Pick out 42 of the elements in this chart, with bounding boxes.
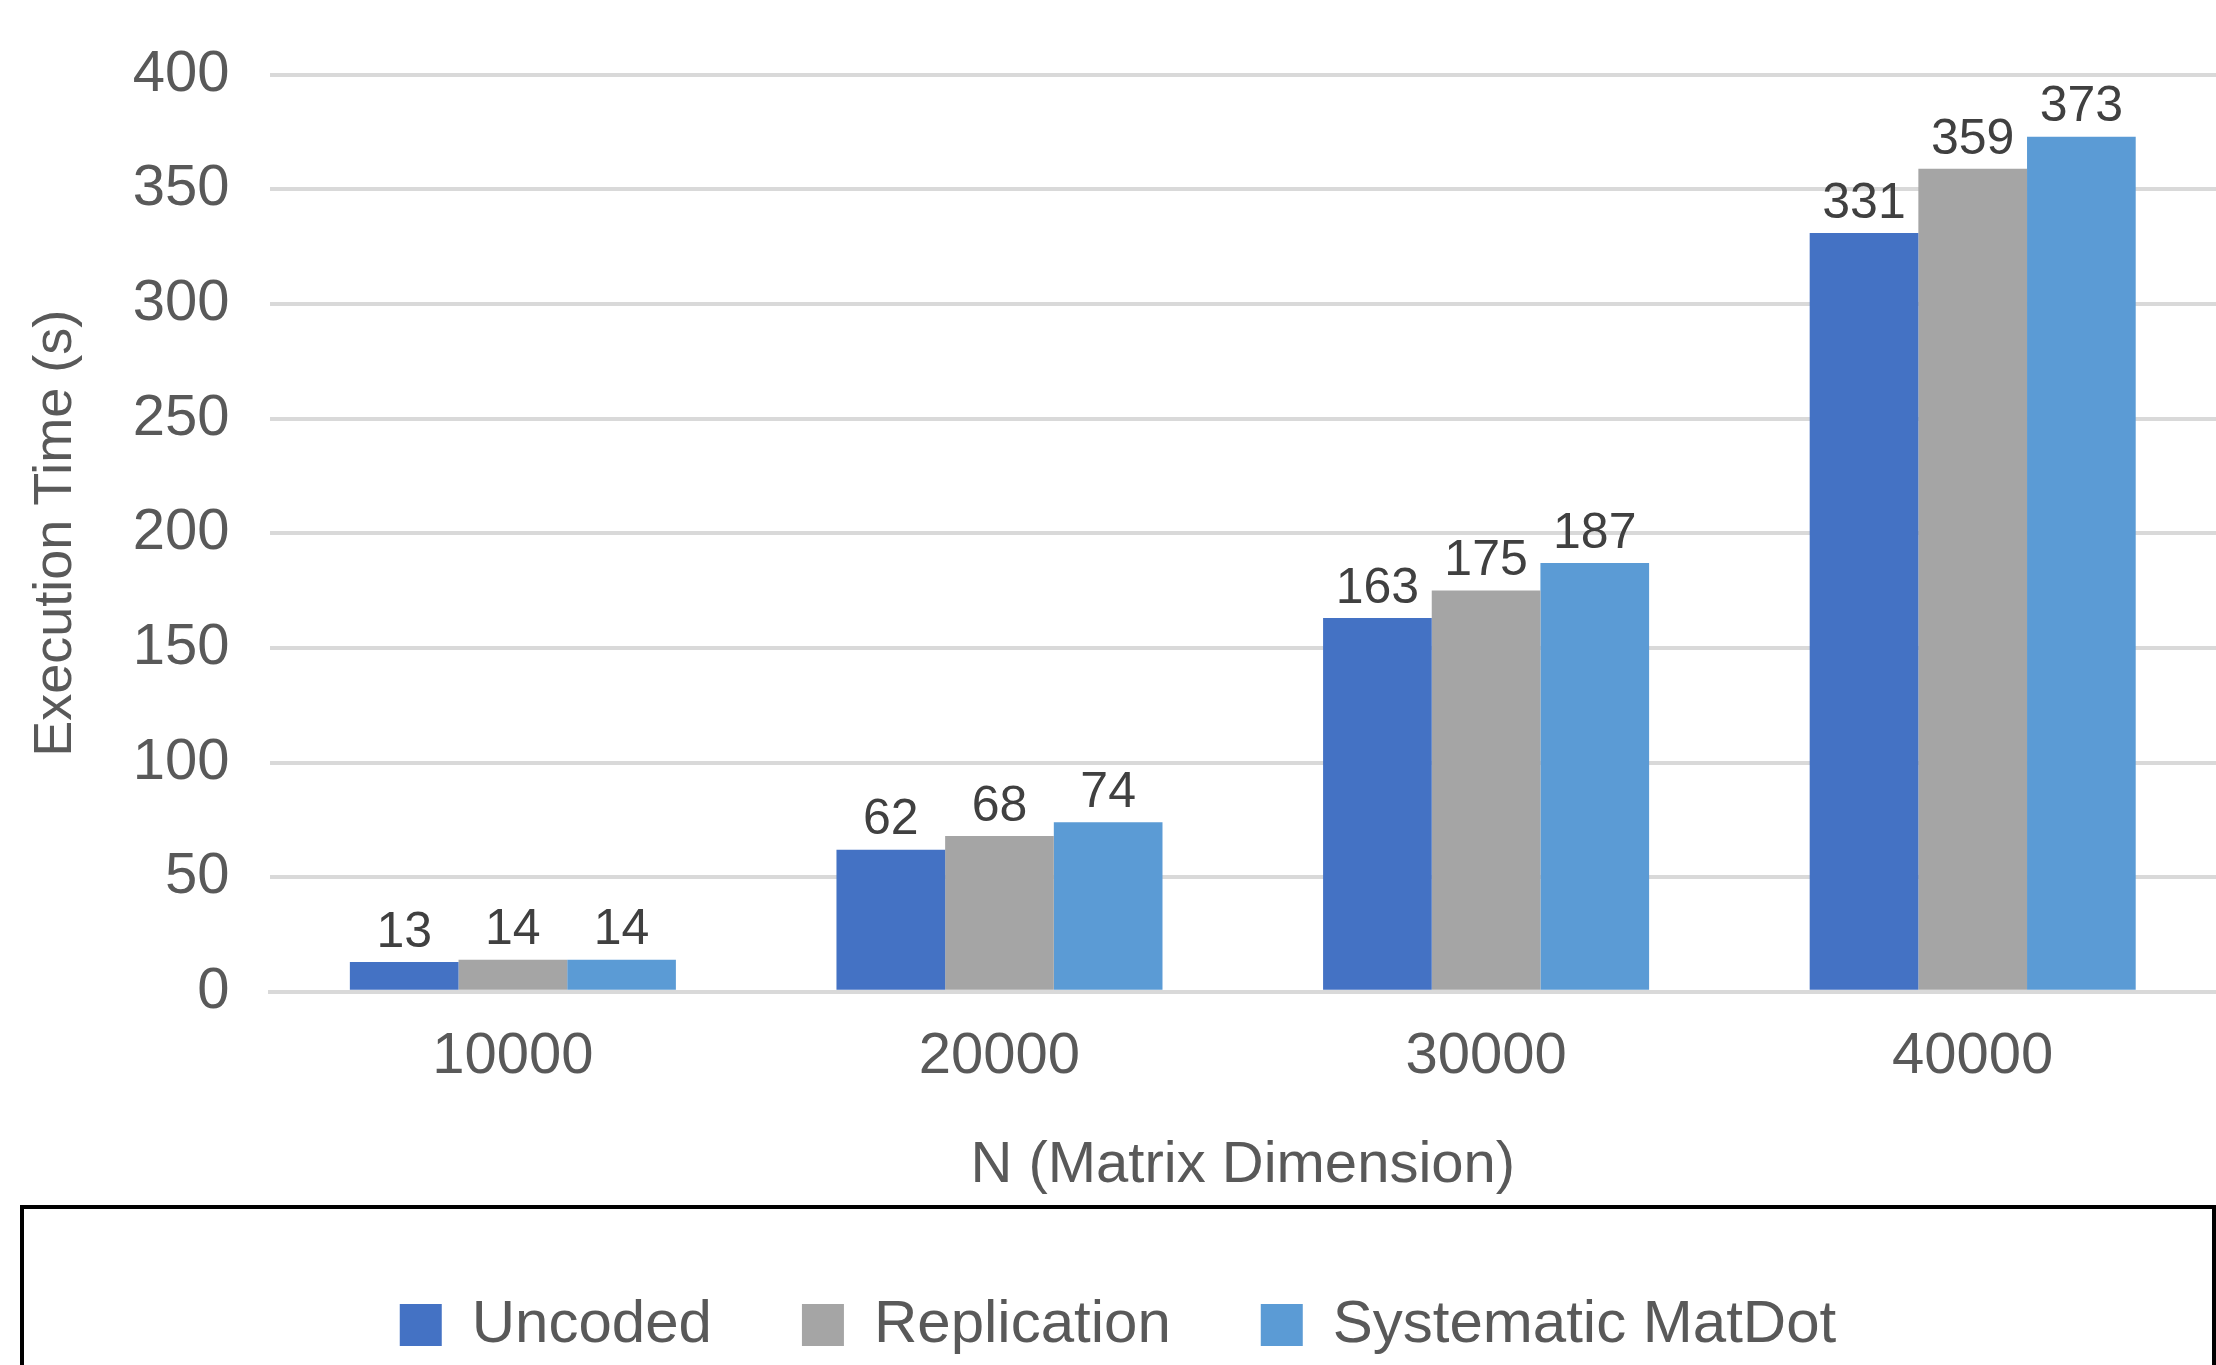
bar bbox=[1323, 618, 1432, 990]
bar bbox=[1918, 168, 2028, 990]
bar bbox=[1053, 822, 1163, 990]
data-label: 187 bbox=[1553, 502, 1637, 559]
y-tick-label: 300 bbox=[132, 267, 230, 333]
data-label: 68 bbox=[971, 775, 1028, 832]
data-label: 74 bbox=[1080, 761, 1136, 818]
data-label: 175 bbox=[1444, 530, 1528, 587]
bar bbox=[945, 835, 1054, 990]
y-tick-label: 50 bbox=[165, 840, 230, 906]
x-tick-label: 30000 bbox=[1405, 1019, 1567, 1085]
x-tick-label: 10000 bbox=[432, 1019, 594, 1085]
legend-label: Replication bbox=[873, 1287, 1171, 1355]
bar bbox=[567, 959, 676, 990]
legend-label: Uncoded bbox=[471, 1287, 712, 1355]
bar bbox=[1540, 563, 1650, 990]
y-axis-title: Execution Time (s) bbox=[22, 309, 83, 757]
x-tick-label: 20000 bbox=[918, 1019, 1081, 1085]
bar bbox=[458, 959, 568, 990]
bar bbox=[1431, 590, 1541, 990]
x-tick-label: 40000 bbox=[1892, 1019, 2054, 1085]
y-tick-label: 250 bbox=[132, 381, 230, 447]
x-axis-title: N (Matrix Dimension) bbox=[970, 1129, 1516, 1195]
y-tick-label: 100 bbox=[132, 725, 230, 791]
bar bbox=[2027, 136, 2136, 990]
y-tick-label: 200 bbox=[132, 496, 230, 562]
y-tick-label: 400 bbox=[132, 37, 230, 103]
data-label: 14 bbox=[593, 899, 650, 956]
data-label: 359 bbox=[1930, 108, 2015, 165]
bar bbox=[1809, 232, 1919, 990]
y-tick-label: 0 bbox=[197, 954, 230, 1020]
data-label: 13 bbox=[376, 901, 433, 958]
bar bbox=[836, 849, 946, 990]
data-label: 14 bbox=[485, 899, 541, 956]
legend-label: Systematic MatDot bbox=[1332, 1287, 1837, 1355]
data-label: 331 bbox=[1822, 172, 1906, 229]
y-tick-label: 150 bbox=[132, 610, 230, 676]
data-label: 163 bbox=[1335, 557, 1420, 614]
y-tick-label: 350 bbox=[132, 152, 230, 218]
bar bbox=[349, 962, 459, 990]
data-label: 373 bbox=[2039, 76, 2124, 133]
data-label: 62 bbox=[862, 789, 919, 846]
